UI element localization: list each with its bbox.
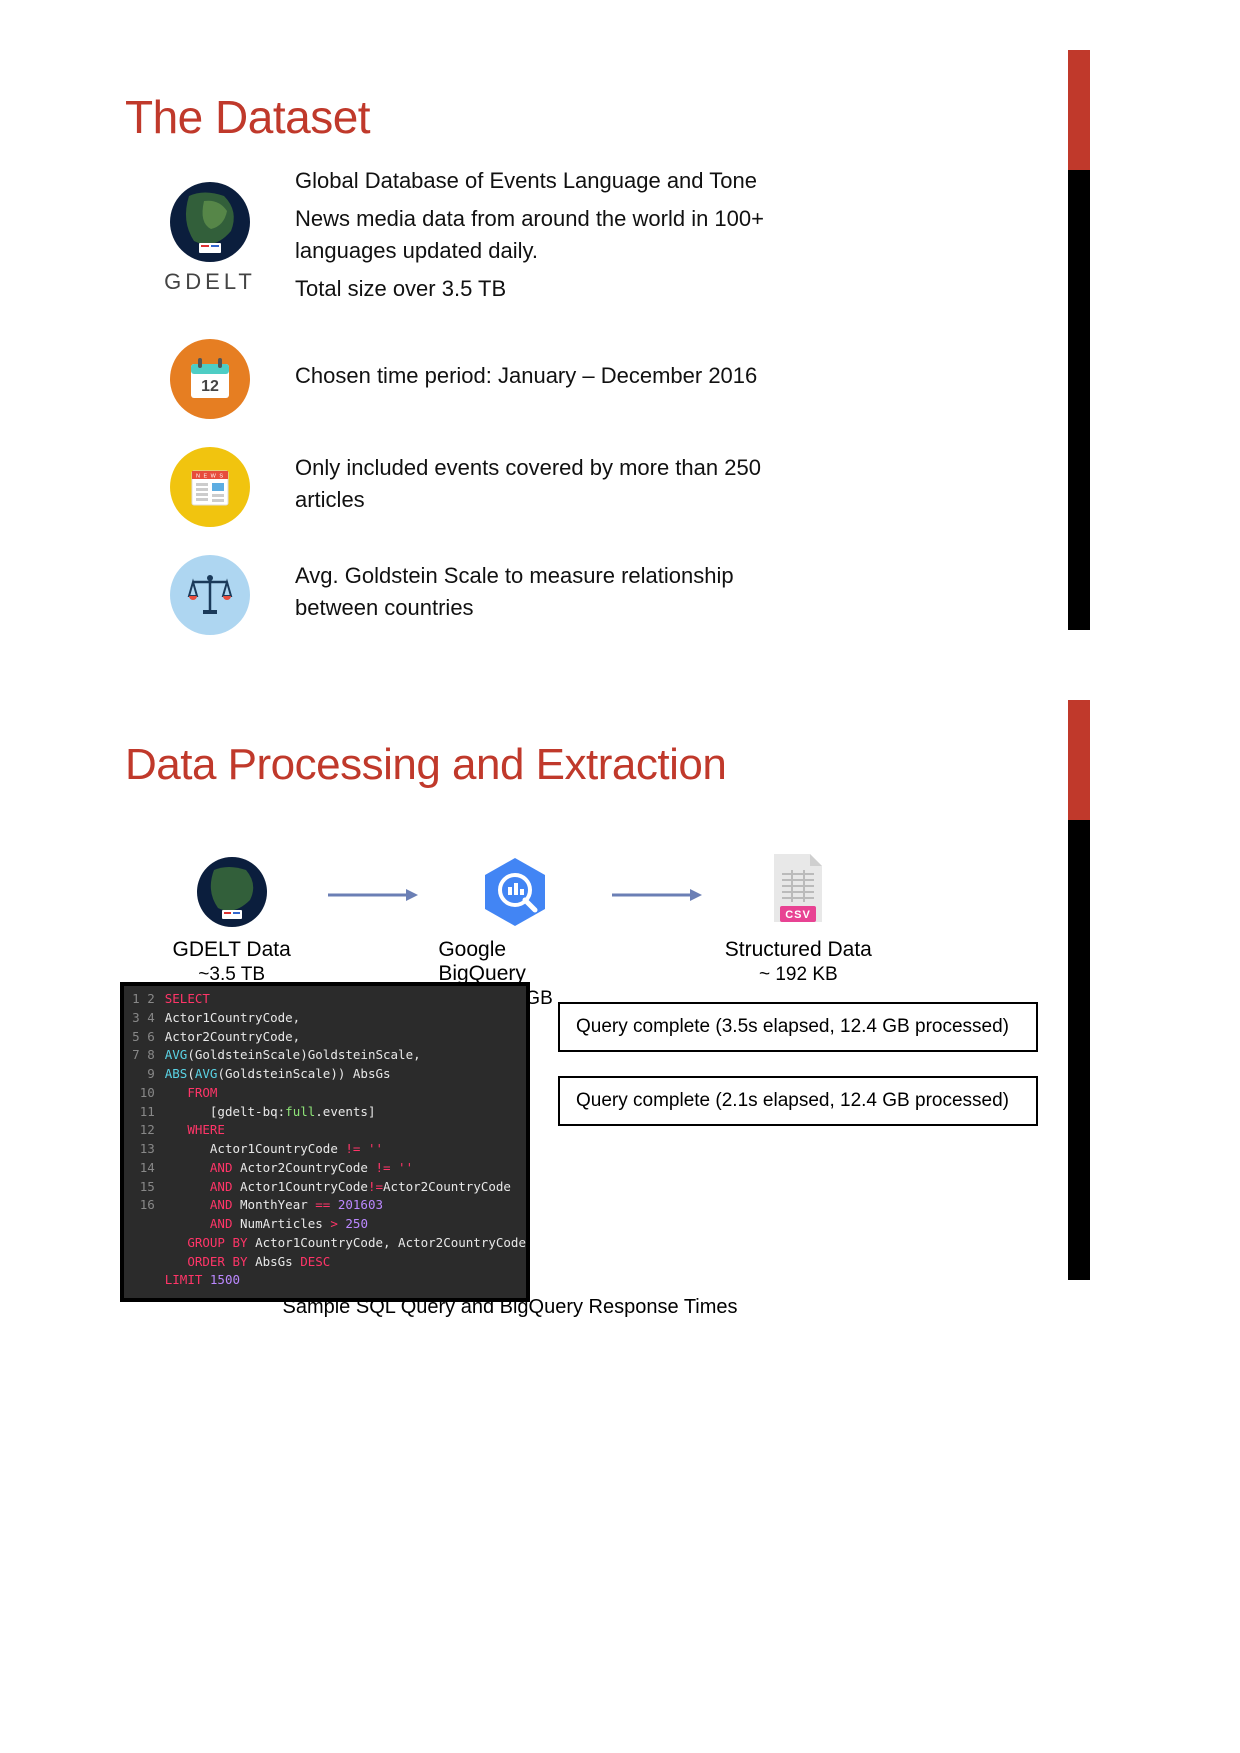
dataset-row-scale: Avg. Goldstein Scale to measure relation…	[125, 555, 845, 635]
query-result-2: Query complete (2.1s elapsed, 12.4 GB pr…	[558, 1076, 1038, 1126]
svg-text:N E W S: N E W S	[196, 473, 224, 479]
gdelt-label: GDELT	[164, 269, 256, 295]
slide-the-dataset: The Dataset GDELT Global Database of Eve…	[0, 0, 1240, 660]
dataset-row-text: Chosen time period: January – December 2…	[295, 360, 757, 398]
bigquery-icon	[477, 854, 553, 930]
globe-icon	[169, 181, 251, 263]
pipeline-stage-csv: CSV Structured Data ~ 192 KB	[722, 852, 875, 986]
arrow-icon	[328, 888, 418, 902]
arrow-icon	[612, 888, 702, 902]
calendar-icon: 12	[170, 339, 250, 419]
pipeline-stage-gdelt: GDELT Data ~3.5 TB	[155, 852, 308, 986]
slide-title: Data Processing and Extraction	[125, 740, 726, 790]
slide-title: The Dataset	[125, 90, 370, 144]
svg-text:CSV: CSV	[786, 909, 812, 921]
dataset-row-news: N E W S Only included events covered by …	[125, 447, 845, 527]
csv-file-icon: CSV	[766, 852, 830, 932]
dataset-row-text: Global Database of Events Language and T…	[295, 165, 775, 311]
globe-icon	[196, 856, 268, 928]
query-result-1: Query complete (3.5s elapsed, 12.4 GB pr…	[558, 1002, 1038, 1052]
figure-caption: Sample SQL Query and BigQuery Response T…	[0, 1296, 1020, 1319]
dataset-row-calendar: 12 Chosen time period: January – Decembe…	[125, 339, 845, 419]
dataset-row-text: Only included events covered by more tha…	[295, 452, 775, 522]
scale-icon	[170, 555, 250, 635]
news-icon: N E W S	[170, 447, 250, 527]
dataset-row-text: Avg. Goldstein Scale to measure relation…	[295, 560, 775, 630]
dataset-row-gdelt: GDELT Global Database of Events Language…	[125, 165, 845, 311]
svg-text:12: 12	[201, 378, 219, 395]
slide-data-processing: Data Processing and Extraction GDELT Dat…	[0, 690, 1240, 1290]
sql-code-block: 1 2 3 4 5 6 7 8 9 10 11 12 13 14 15 16 S…	[120, 982, 530, 1302]
